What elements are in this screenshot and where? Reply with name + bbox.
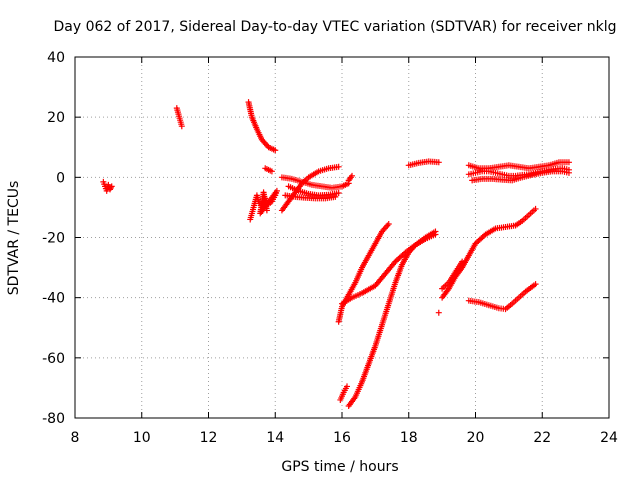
data-series — [469, 168, 572, 184]
plot-frame — [74, 56, 610, 419]
y-tick-label: -20 — [42, 231, 65, 247]
y-tick-label: 20 — [47, 110, 65, 126]
data-series — [173, 105, 185, 130]
data-point — [349, 172, 356, 179]
data-point — [432, 228, 439, 235]
chart-grid — [75, 57, 609, 418]
chart-title: Day 062 of 2017, Sidereal Day-to-day VTE… — [54, 19, 617, 35]
y-axis-label: SDTVAR / TECUs — [6, 181, 22, 296]
data-series — [282, 192, 339, 202]
data-point — [435, 159, 442, 166]
data-series — [405, 158, 442, 169]
data-series — [435, 309, 442, 316]
data-series — [345, 172, 356, 184]
chart-marks — [100, 99, 572, 409]
data-series — [439, 258, 466, 292]
data-series — [345, 228, 439, 409]
data-point — [263, 207, 270, 214]
y-tick-label: 0 — [56, 170, 65, 186]
x-tick-label: 8 — [71, 430, 80, 446]
data-series — [465, 159, 572, 172]
x-tick-label: 14 — [266, 430, 284, 446]
y-tick-label: -40 — [42, 291, 65, 307]
data-point — [565, 159, 572, 166]
data-point — [178, 123, 185, 130]
data-series — [245, 99, 279, 154]
data-point — [385, 220, 392, 227]
data-series — [285, 183, 342, 199]
chart-ticks: 8 10 12 14 16 18 20 22 24 -80 -60 -40 -20 0 20 40 — [42, 50, 618, 446]
data-point — [335, 189, 342, 196]
data-point — [532, 205, 539, 212]
data-point — [344, 383, 351, 390]
x-tick-label: 24 — [600, 430, 618, 446]
data-series — [335, 220, 392, 325]
data-point — [335, 163, 342, 170]
data-point — [268, 168, 275, 175]
y-tick-label: 40 — [47, 50, 65, 66]
data-point — [272, 147, 279, 154]
x-tick-label: 16 — [333, 430, 351, 446]
data-point — [532, 281, 539, 288]
data-series — [439, 205, 539, 301]
x-tick-label: 20 — [467, 430, 485, 446]
data-series — [100, 178, 115, 194]
data-series — [278, 174, 352, 191]
data-point — [565, 169, 572, 176]
data-point — [108, 183, 115, 190]
data-point — [435, 309, 442, 316]
data-point — [332, 193, 339, 200]
x-tick-label: 10 — [133, 430, 151, 446]
y-tick-label: -80 — [42, 411, 65, 427]
x-tick-label: 22 — [533, 430, 551, 446]
x-tick-label: 18 — [400, 430, 418, 446]
data-series — [465, 281, 539, 313]
data-series — [337, 383, 351, 403]
x-axis-label: GPS time / hours — [281, 459, 398, 475]
data-series — [247, 187, 280, 223]
data-series — [262, 165, 275, 175]
x-tick-label: 12 — [200, 430, 218, 446]
y-tick-label: -60 — [42, 351, 65, 367]
data-point — [459, 258, 466, 265]
data-series — [339, 231, 439, 307]
